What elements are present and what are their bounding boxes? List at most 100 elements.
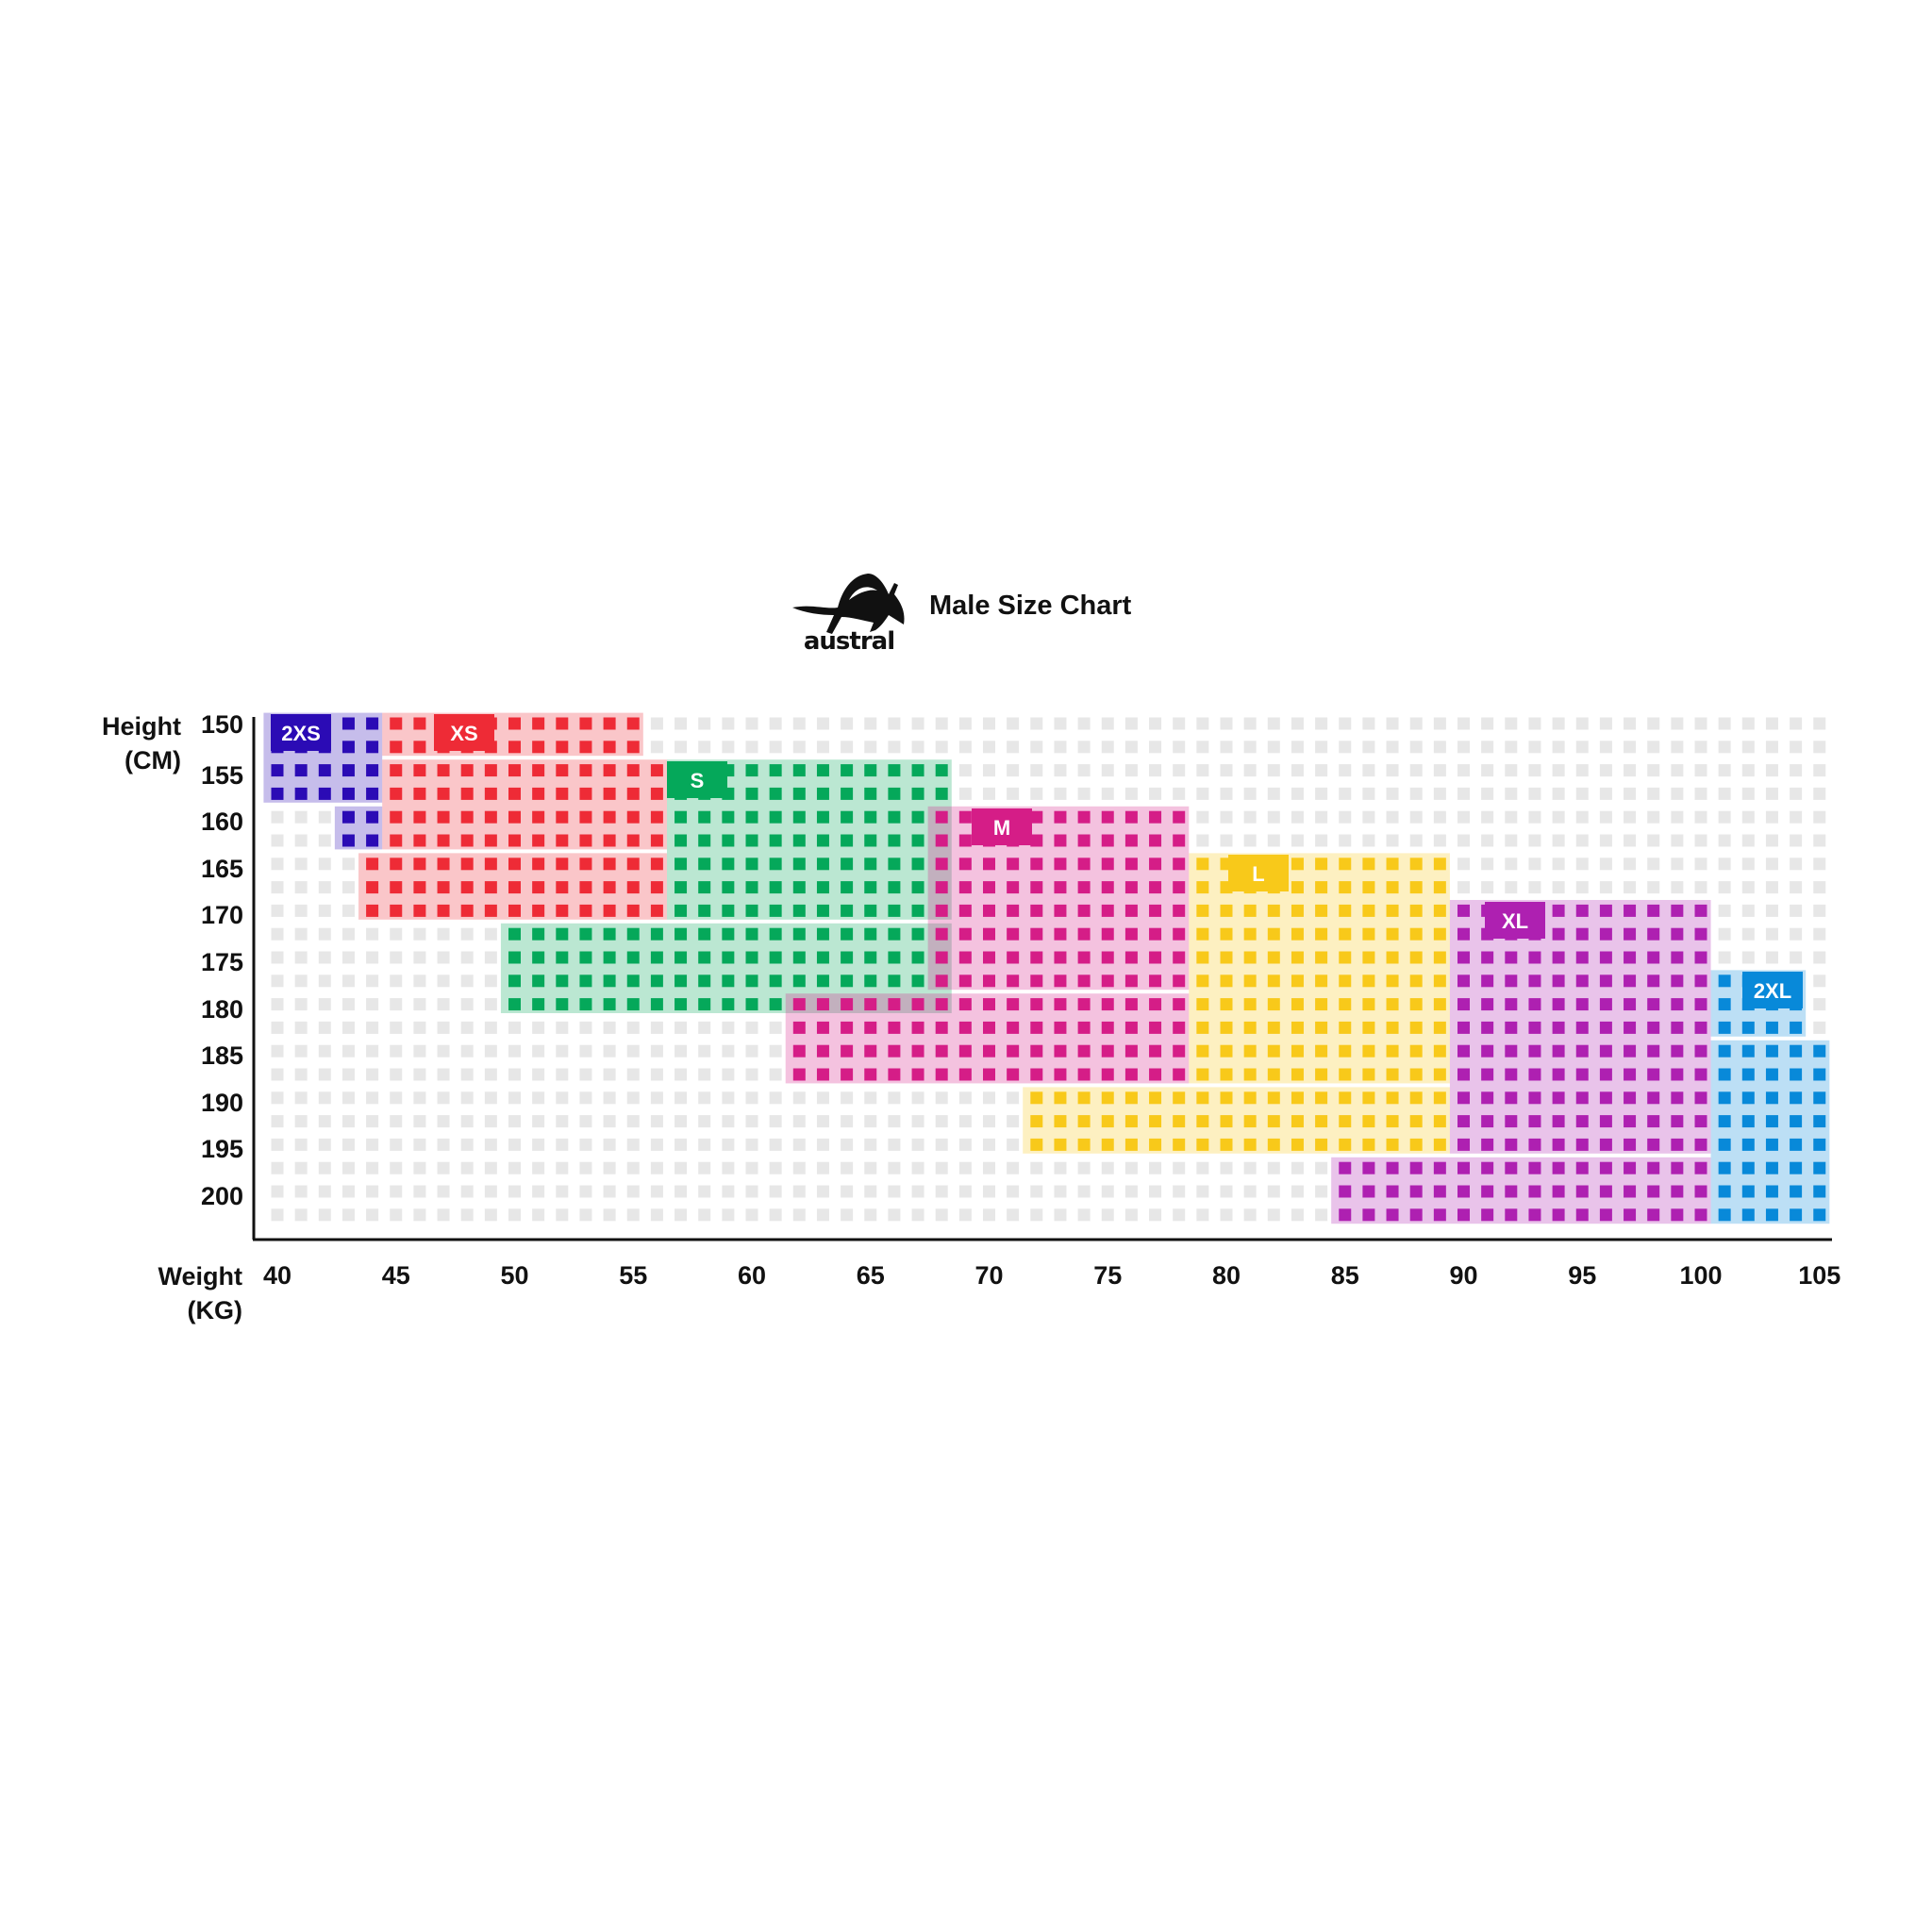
size-cell-2xs <box>341 764 355 777</box>
grid-cell <box>318 881 331 894</box>
size-cell-s <box>650 927 663 941</box>
grid-cell <box>1647 834 1660 847</box>
size-cell-m <box>1030 881 1043 894</box>
grid-cell <box>1196 810 1209 824</box>
size-cell-xs <box>556 741 569 754</box>
size-cell-xs <box>437 904 450 917</box>
size-cell-s <box>935 787 948 800</box>
grid-cell <box>413 1044 426 1058</box>
size-cell-xs <box>460 881 474 894</box>
grid-cell <box>413 1185 426 1198</box>
svg-text:austral: austral <box>804 627 894 653</box>
grid-cell <box>1173 717 1186 730</box>
size-cell-xs <box>626 764 640 777</box>
size-label-box-l <box>1228 855 1289 891</box>
size-cell-l <box>1409 1021 1423 1034</box>
grid-cell <box>294 974 308 988</box>
grid-cell <box>484 1115 497 1128</box>
size-cell-l <box>1243 904 1257 917</box>
size-cell-s <box>722 881 735 894</box>
grid-cell <box>437 1115 450 1128</box>
grid-cell <box>1291 834 1304 847</box>
grid-cell <box>1694 834 1707 847</box>
grid-cell <box>437 1161 450 1174</box>
size-cell-m <box>1054 810 1067 824</box>
grid-cell <box>1386 741 1399 754</box>
grid-cell <box>888 1138 901 1151</box>
size-cell-xl <box>1457 927 1470 941</box>
size-cell-l <box>1220 1115 1233 1128</box>
grid-cell <box>341 927 355 941</box>
size-cell-xl <box>1575 1091 1589 1105</box>
grid-cell <box>1267 741 1280 754</box>
size-cell-xl <box>1457 1161 1470 1174</box>
grid-cell <box>1599 810 1612 824</box>
grid-cell <box>366 974 379 988</box>
grid-cell <box>1481 858 1494 871</box>
grid-cell <box>1790 717 1803 730</box>
grid-cell <box>1101 741 1114 754</box>
grid-cell <box>864 717 877 730</box>
y-tick-label: 165 <box>200 854 243 883</box>
size-cell-m <box>958 834 972 847</box>
grid-cell <box>484 1138 497 1151</box>
size-cell-xs <box>626 717 640 730</box>
grid-cell <box>508 1115 521 1128</box>
grid-cell <box>1030 1208 1043 1222</box>
size-cell-l <box>1315 1091 1328 1105</box>
grid-cell <box>1813 858 1826 871</box>
size-cell-l <box>1196 1044 1209 1058</box>
y-tick-label: 180 <box>200 994 243 1024</box>
grid-cell <box>341 1208 355 1222</box>
size-cell-xs <box>413 858 426 871</box>
grid-cell <box>888 717 901 730</box>
grid-cell <box>1315 1161 1328 1174</box>
grid-cell <box>1457 741 1470 754</box>
size-cell-s <box>722 904 735 917</box>
grid-cell <box>1243 810 1257 824</box>
size-cell-l <box>1433 904 1446 917</box>
grid-cell <box>888 1091 901 1105</box>
size-cell-m <box>1149 1044 1162 1058</box>
size-cell-s <box>698 810 711 824</box>
size-cell-xl <box>1694 1021 1707 1034</box>
grid-cell <box>1220 764 1233 777</box>
grid-cell <box>1291 741 1304 754</box>
grid-cell <box>816 1091 829 1105</box>
size-cell-s <box>935 764 948 777</box>
grid-cell <box>792 1208 806 1222</box>
x-tick-label: 45 <box>381 1261 410 1290</box>
grid-cell <box>460 1115 474 1128</box>
grid-cell <box>1149 1161 1162 1174</box>
size-cell-xl <box>1528 1208 1541 1222</box>
grid-cell <box>508 1161 521 1174</box>
grid-cell <box>626 1068 640 1081</box>
grid-cell <box>1315 741 1328 754</box>
grid-cell <box>1315 810 1328 824</box>
size-cell-m <box>864 1068 877 1081</box>
grid-cell <box>698 1138 711 1151</box>
size-cell-s <box>722 810 735 824</box>
grid-cell <box>603 1115 616 1128</box>
size-cell-xl <box>1694 1185 1707 1198</box>
size-cell-s <box>864 787 877 800</box>
grid-cell <box>864 741 877 754</box>
grid-cell <box>1813 810 1826 824</box>
size-cell-l <box>1243 927 1257 941</box>
grid-cell <box>1362 810 1375 824</box>
size-cell-l <box>1433 1091 1446 1105</box>
size-cell-2xl <box>1718 1115 1731 1128</box>
size-cell-xs <box>413 834 426 847</box>
grid-cell <box>1552 881 1565 894</box>
size-cell-l <box>1409 1138 1423 1151</box>
size-cell-s <box>745 787 758 800</box>
size-cell-s <box>816 904 829 917</box>
size-cell-xl <box>1694 998 1707 1011</box>
grid-cell <box>675 1021 688 1034</box>
size-cell-l <box>1267 1091 1280 1105</box>
size-cell-xl <box>1671 1208 1684 1222</box>
size-cell-xl <box>1624 904 1637 917</box>
size-cell-l <box>1362 904 1375 917</box>
grid-cell <box>722 1208 735 1222</box>
size-cell-s <box>769 974 782 988</box>
